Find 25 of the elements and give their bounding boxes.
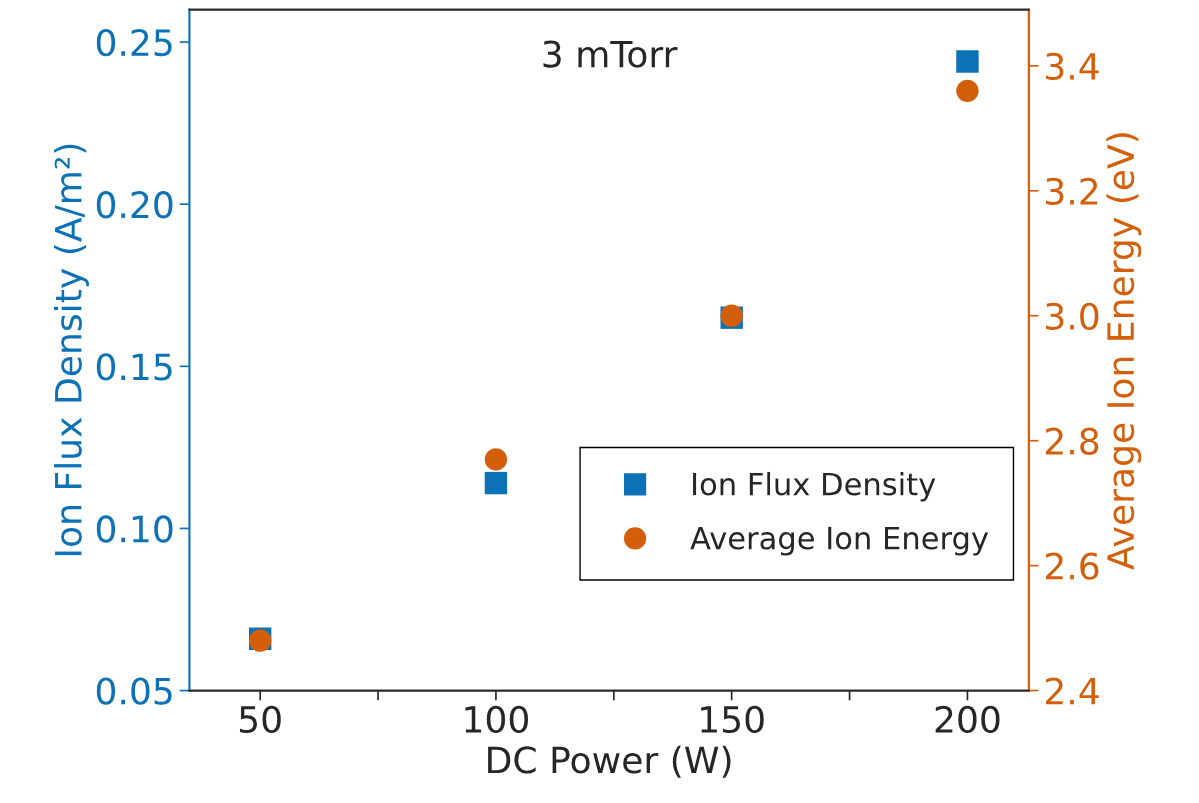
x-axis-title: DC Power (W) — [488, 745, 731, 778]
legend-label: Average Ion Energy — [690, 526, 989, 556]
y-tick-label: 0.25 — [96, 28, 172, 57]
y-tick-label: 0.10 — [96, 515, 173, 543]
y-axis-title: Ion Flux Density (A/m²) — [53, 144, 89, 556]
y2-tick-label: 3.2 — [1046, 177, 1098, 206]
x-tick-label: 100 — [465, 705, 528, 734]
point — [956, 50, 979, 73]
y2-tick-label: 3.4 — [1046, 52, 1099, 81]
y2-axis-title: Average Ion Energy (eV) — [1106, 133, 1142, 570]
point — [484, 471, 508, 495]
x-tick-label: 200 — [935, 705, 1000, 734]
y-tick-label: 0.20 — [96, 191, 173, 219]
annotation: 3 mTorr — [543, 40, 678, 68]
y-tick-label: 0.15 — [96, 353, 172, 381]
legend-label: Ion Flux Density — [693, 471, 936, 502]
y2-tick-label: 2.8 — [1045, 427, 1099, 455]
y2-tick-label: 3.0 — [1046, 302, 1099, 330]
y2-tick-label: 2.6 — [1045, 552, 1099, 580]
x-tick-label: 50 — [239, 705, 281, 734]
point — [484, 448, 508, 471]
y2-tick-label: 2.4 — [1045, 677, 1099, 705]
point — [956, 79, 979, 103]
y-tick-label: 0.05 — [96, 677, 172, 705]
x-tick-label: 150 — [701, 705, 764, 734]
